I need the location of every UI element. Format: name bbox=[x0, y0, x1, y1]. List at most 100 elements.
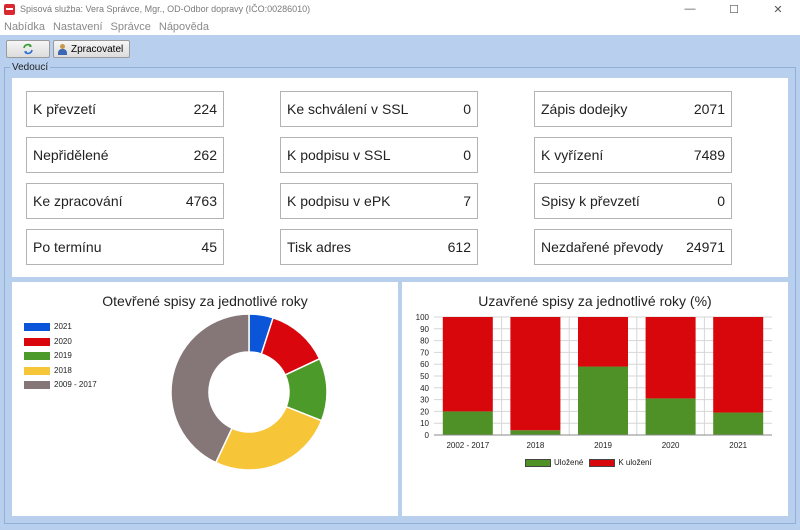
closed-files-panel: Uzavřené spisy za jednotlivé roky (%) 0 1… bbox=[402, 282, 788, 516]
legend-item: 2019 bbox=[24, 351, 72, 360]
bar-Uložené-2019 bbox=[578, 366, 628, 435]
donut-chart-title: Otevřené spisy za jednotlivé roky bbox=[102, 293, 308, 309]
bar-Uložené-2020 bbox=[645, 398, 696, 435]
refresh-icon bbox=[23, 43, 33, 55]
stat-value: 24971 bbox=[686, 239, 725, 255]
legend-swatch-1 bbox=[24, 337, 50, 346]
stat-label: Nezdařené převody bbox=[541, 239, 664, 255]
bar-K uložení-2020 bbox=[645, 317, 696, 399]
bar-legend-item: Uložené bbox=[525, 458, 583, 467]
stat-k-vyrizeni[interactable]: K vyřízení 7489 bbox=[534, 137, 732, 173]
menu-bar: Nabídka Nastavení Správce Nápověda bbox=[0, 18, 800, 35]
processor-button[interactable]: Zpracovatel bbox=[53, 40, 130, 58]
legend-label: 2019 bbox=[54, 351, 72, 360]
legend-label: 2020 bbox=[54, 337, 72, 346]
y-tick-label: 80 bbox=[420, 337, 429, 346]
stat-label: K vyřízení bbox=[541, 147, 604, 163]
bar-K uložení-2002-2017 bbox=[442, 317, 493, 412]
y-tick-label: 50 bbox=[420, 372, 429, 381]
bar-legend-swatch-1 bbox=[589, 458, 616, 467]
open-files-panel: Otevřené spisy za jednotlivé roky 2021 2… bbox=[12, 282, 398, 516]
app-icon bbox=[4, 3, 15, 15]
stat-value: 4763 bbox=[185, 193, 217, 209]
stat-value: 0 bbox=[463, 147, 471, 163]
legend-item: 2009 - 2017 bbox=[24, 380, 97, 389]
stat-value: 2071 bbox=[693, 101, 725, 117]
close-button[interactable]: ✕ bbox=[773, 3, 783, 16]
bar-K uložení-2018 bbox=[510, 317, 561, 431]
menu-nastaveni[interactable]: Nastavení bbox=[52, 20, 103, 33]
stat-nepridelene[interactable]: Nepřidělené 262 bbox=[26, 137, 224, 173]
maximize-button[interactable]: ☐ bbox=[729, 3, 739, 16]
stats-panel: K převzetí 224 Nepřidělené 262 Ke zpracová… bbox=[12, 78, 788, 277]
bar-K uložení-2019 bbox=[578, 317, 628, 367]
window-title: Spisová služba: Vera Správce, Mgr., OD-O… bbox=[20, 4, 311, 14]
person-icon bbox=[57, 43, 68, 55]
minimize-button[interactable]: — bbox=[684, 3, 696, 15]
stat-value: 7489 bbox=[693, 147, 725, 163]
stat-tisk-adres[interactable]: Tisk adres 612 bbox=[280, 229, 478, 265]
y-tick-label: 0 bbox=[425, 431, 430, 440]
legend-swatch-2 bbox=[24, 351, 50, 360]
bar-legend-label: Uložené bbox=[554, 458, 584, 467]
stat-value: 0 bbox=[463, 101, 471, 117]
stat-value: 224 bbox=[193, 101, 217, 117]
stat-label: Tisk adres bbox=[287, 239, 352, 255]
legend-swatch-3 bbox=[24, 366, 50, 375]
stat-label: Ke zpracování bbox=[33, 193, 123, 209]
processor-button-label: Zpracovatel bbox=[71, 43, 124, 55]
y-tick-label: 20 bbox=[420, 407, 429, 416]
toolbar: Zpracovatel bbox=[6, 40, 133, 58]
bar-Uložené-2002-2017 bbox=[442, 411, 493, 435]
bar-Uložené-2018 bbox=[510, 430, 561, 435]
stat-label: Zápis dodejky bbox=[541, 101, 628, 117]
stat-value: 0 bbox=[717, 193, 725, 209]
bar-legend: Uložené K uložení bbox=[525, 458, 658, 467]
stacked-bar-chart: 0 10 20 30 40 50 60 70 80 90 100 2002 - 2017 2018 201… bbox=[416, 313, 772, 450]
legend-swatch-0 bbox=[24, 322, 50, 331]
stat-nezdarene-prevody[interactable]: Nezdařené převody 24971 bbox=[534, 229, 732, 265]
x-tick-label: 2021 bbox=[729, 441, 747, 450]
stat-value: 45 bbox=[201, 239, 217, 255]
refresh-button[interactable] bbox=[6, 40, 50, 58]
y-tick-label: 70 bbox=[420, 348, 429, 357]
group-frame bbox=[4, 67, 796, 524]
legend-swatch-4 bbox=[24, 380, 50, 389]
stat-k-podpisu-ssl[interactable]: K podpisu v SSL 0 bbox=[280, 137, 478, 173]
stat-label: Nepřidělené bbox=[33, 147, 109, 163]
stat-value: 262 bbox=[193, 147, 217, 163]
x-tick-label: 2019 bbox=[594, 441, 612, 450]
title-bar: Spisová služba: Vera Správce, Mgr., OD-O… bbox=[0, 0, 800, 18]
stat-po-terminu[interactable]: Po termínu 45 bbox=[26, 229, 224, 265]
stat-zapis-dodejky[interactable]: Zápis dodejky 2071 bbox=[534, 91, 732, 127]
legend-label: 2021 bbox=[54, 322, 72, 331]
y-tick-label: 60 bbox=[420, 360, 429, 369]
menu-nabidka[interactable]: Nabídka bbox=[4, 20, 45, 33]
x-tick-label: 2020 bbox=[662, 441, 680, 450]
stat-ke-zpracovani[interactable]: Ke zpracování 4763 bbox=[26, 183, 224, 219]
y-tick-label: 90 bbox=[420, 325, 429, 334]
legend-item: 2018 bbox=[24, 366, 72, 375]
donut-slice-2009-2017 bbox=[170, 313, 250, 464]
window-controls: — ☐ ✕ bbox=[668, 0, 800, 18]
stat-k-prevzeti[interactable]: K převzetí 224 bbox=[26, 91, 224, 127]
x-tick-label: 2018 bbox=[527, 441, 545, 450]
bar-K uložení-2021 bbox=[713, 317, 764, 413]
menu-napoveda[interactable]: Nápověda bbox=[158, 20, 210, 33]
stat-label: Spisy k převzetí bbox=[541, 193, 640, 209]
stat-label: K podpisu v ePK bbox=[287, 193, 391, 209]
stat-k-podpisu-epk[interactable]: K podpisu v ePK 7 bbox=[280, 183, 478, 219]
bar-legend-item: K uložení bbox=[589, 458, 652, 467]
stat-label: K převzetí bbox=[33, 101, 97, 117]
stat-spisy-k-prevzeti[interactable]: Spisy k převzetí 0 bbox=[534, 183, 732, 219]
legend-label: 2009 - 2017 bbox=[54, 380, 97, 389]
donut-slice-2018 bbox=[214, 405, 323, 471]
y-tick-label: 100 bbox=[416, 313, 430, 322]
stat-value: 7 bbox=[463, 193, 471, 209]
stat-ke-schvaleni-ssl[interactable]: Ke schválení v SSL 0 bbox=[280, 91, 478, 127]
donut-chart bbox=[170, 313, 328, 471]
menu-spravce[interactable]: Správce bbox=[110, 20, 151, 33]
y-tick-label: 30 bbox=[420, 396, 429, 405]
bar-chart-title: Uzavřené spisy za jednotlivé roky (%) bbox=[478, 293, 712, 309]
x-tick-label: 2002 - 2017 bbox=[446, 441, 489, 450]
